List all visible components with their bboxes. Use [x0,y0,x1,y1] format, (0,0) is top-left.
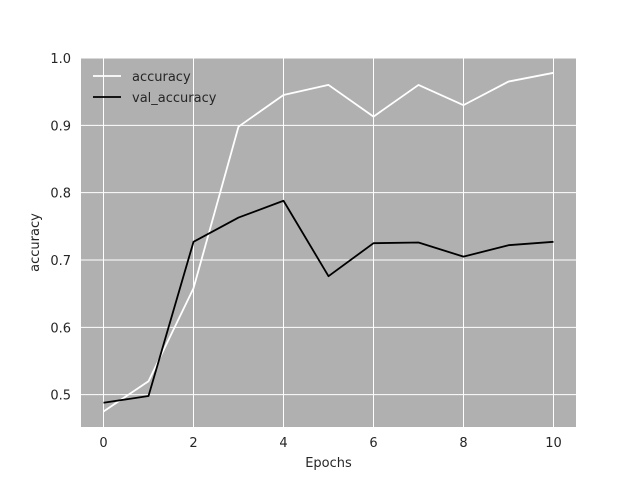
legend: accuracy val_accuracy [93,70,217,106]
y-tick-label: 0.7 [50,254,71,269]
y-tick-label: 0.5 [50,389,71,404]
x-tick-label: 8 [459,436,467,451]
x-tick-label: 4 [279,436,287,451]
y-tick-label: 0.8 [50,187,71,202]
series-lines [102,71,554,413]
x-axis-label: Epochs [305,456,352,471]
plot-area [81,58,576,427]
legend-label: val_accuracy [132,91,217,106]
x-tick-label: 6 [369,436,377,451]
y-axis-ticks: 0.5 0.6 0.7 0.8 0.9 1.0 [50,52,71,404]
x-tick-label: 10 [545,436,562,451]
y-tick-label: 1.0 [50,52,71,67]
legend-label: accuracy [132,70,191,85]
y-axis-label: accuracy [28,213,43,272]
series-line-val-accuracy [103,199,554,404]
y-tick-label: 0.6 [50,321,71,336]
series-line-accuracy [102,71,554,413]
y-tick-label: 0.9 [50,119,71,134]
x-axis-ticks: 0 2 4 6 8 10 [99,436,561,451]
x-tick-label: 0 [99,436,107,451]
x-tick-label: 2 [189,436,197,451]
